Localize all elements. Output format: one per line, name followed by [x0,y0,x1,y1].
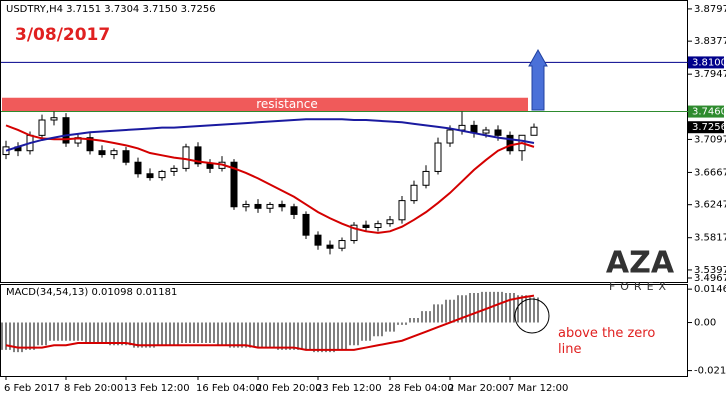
candle-body [494,129,502,136]
main-panel [0,0,688,283]
macd-signal [5,294,535,351]
candle-body [230,161,238,208]
candle-body [242,203,250,208]
candle-body [122,150,130,163]
price-box [688,121,724,134]
candle-body [206,163,214,169]
resistance-label: resistance [256,97,318,111]
level-box [688,56,724,69]
chart-title: USDTRY,H4 3.7151 3.7304 3.7150 3.7256 [6,4,216,15]
price-label: 3.7256 [692,122,726,133]
macd-panel [0,284,688,377]
candle-body [338,240,346,249]
macd-y-tick-label: -0.02112 [694,366,726,377]
candle-body [434,142,442,172]
candle-body [302,213,310,236]
x-tick-label: 28 Feb 04:00 [388,383,454,394]
candle-body [482,129,490,134]
y-tick-label: 3.4967 [694,273,726,284]
macd-title: MACD(34,54,13) 0.01098 0.01181 [6,287,177,298]
logo-main: AZA [606,246,675,281]
candle-body [362,224,370,228]
candle-body [386,219,394,225]
candle-body [314,234,322,246]
x-tick-label: 16 Feb 04:00 [196,383,262,394]
candle-body [38,119,46,136]
candle-body [86,137,94,152]
candle-body [254,203,262,209]
candle-body [410,184,418,202]
highlight-circle [514,298,550,334]
x-tick-label: 23 Feb 12:00 [316,383,382,394]
macd-y-tick-label: 0.01468 [694,284,726,295]
x-tick-label: 13 Feb 12:00 [124,383,190,394]
y-tick-label: 3.8797 [694,4,726,15]
x-tick-label: 8 Feb 20:00 [64,383,123,394]
candle-body [506,134,514,152]
x-tick-label: 7 Mar 12:00 [508,383,568,394]
candle-body [530,126,538,136]
candle-body [146,173,154,179]
y-tick-label: 3.5397 [694,265,726,276]
candle-body [98,150,106,156]
candle-body [374,223,382,228]
moving-average [5,124,535,234]
candle-body [170,167,178,172]
candle-body [278,203,286,208]
macd-y-tick-label: 0.00 [694,318,716,329]
annotation: above the zero line [558,326,656,357]
x-tick-label: 2 Mar 20:00 [448,383,508,394]
candle-body [158,170,166,179]
candle-body [194,146,202,165]
x-tick-label: 20 Feb 20:00 [256,383,322,394]
y-tick-label: 3.7097 [694,134,726,145]
logo-sub: FOREX [609,280,671,293]
candle-body [458,124,466,131]
candle-body [446,129,454,144]
candle-body [182,146,190,169]
moving-average [5,118,535,152]
y-tick-label: 3.6667 [694,167,726,178]
y-tick-label: 3.8377 [694,36,726,47]
level-box [688,105,724,118]
candle-body [134,161,142,175]
y-tick-label: 3.6247 [694,200,726,211]
candle-body [290,206,298,215]
candle-body [110,150,118,156]
resistance-zone [2,97,528,112]
y-tick-label: 3.5817 [694,233,726,244]
x-tick-label: 6 Feb 2017 [4,383,60,394]
candle-body [266,203,274,209]
up-arrow [528,48,548,111]
candle-body [350,224,358,242]
level-label: 3.8100 [692,57,726,68]
candle-body [398,200,406,221]
y-tick-label: 3.7947 [694,69,726,80]
candle-body [326,244,334,249]
candle-body [50,117,58,121]
date-label: 3/08/2017 [15,25,110,45]
candle-body [62,117,70,144]
level-label: 3.7460 [692,107,726,118]
candle-body [422,170,430,186]
